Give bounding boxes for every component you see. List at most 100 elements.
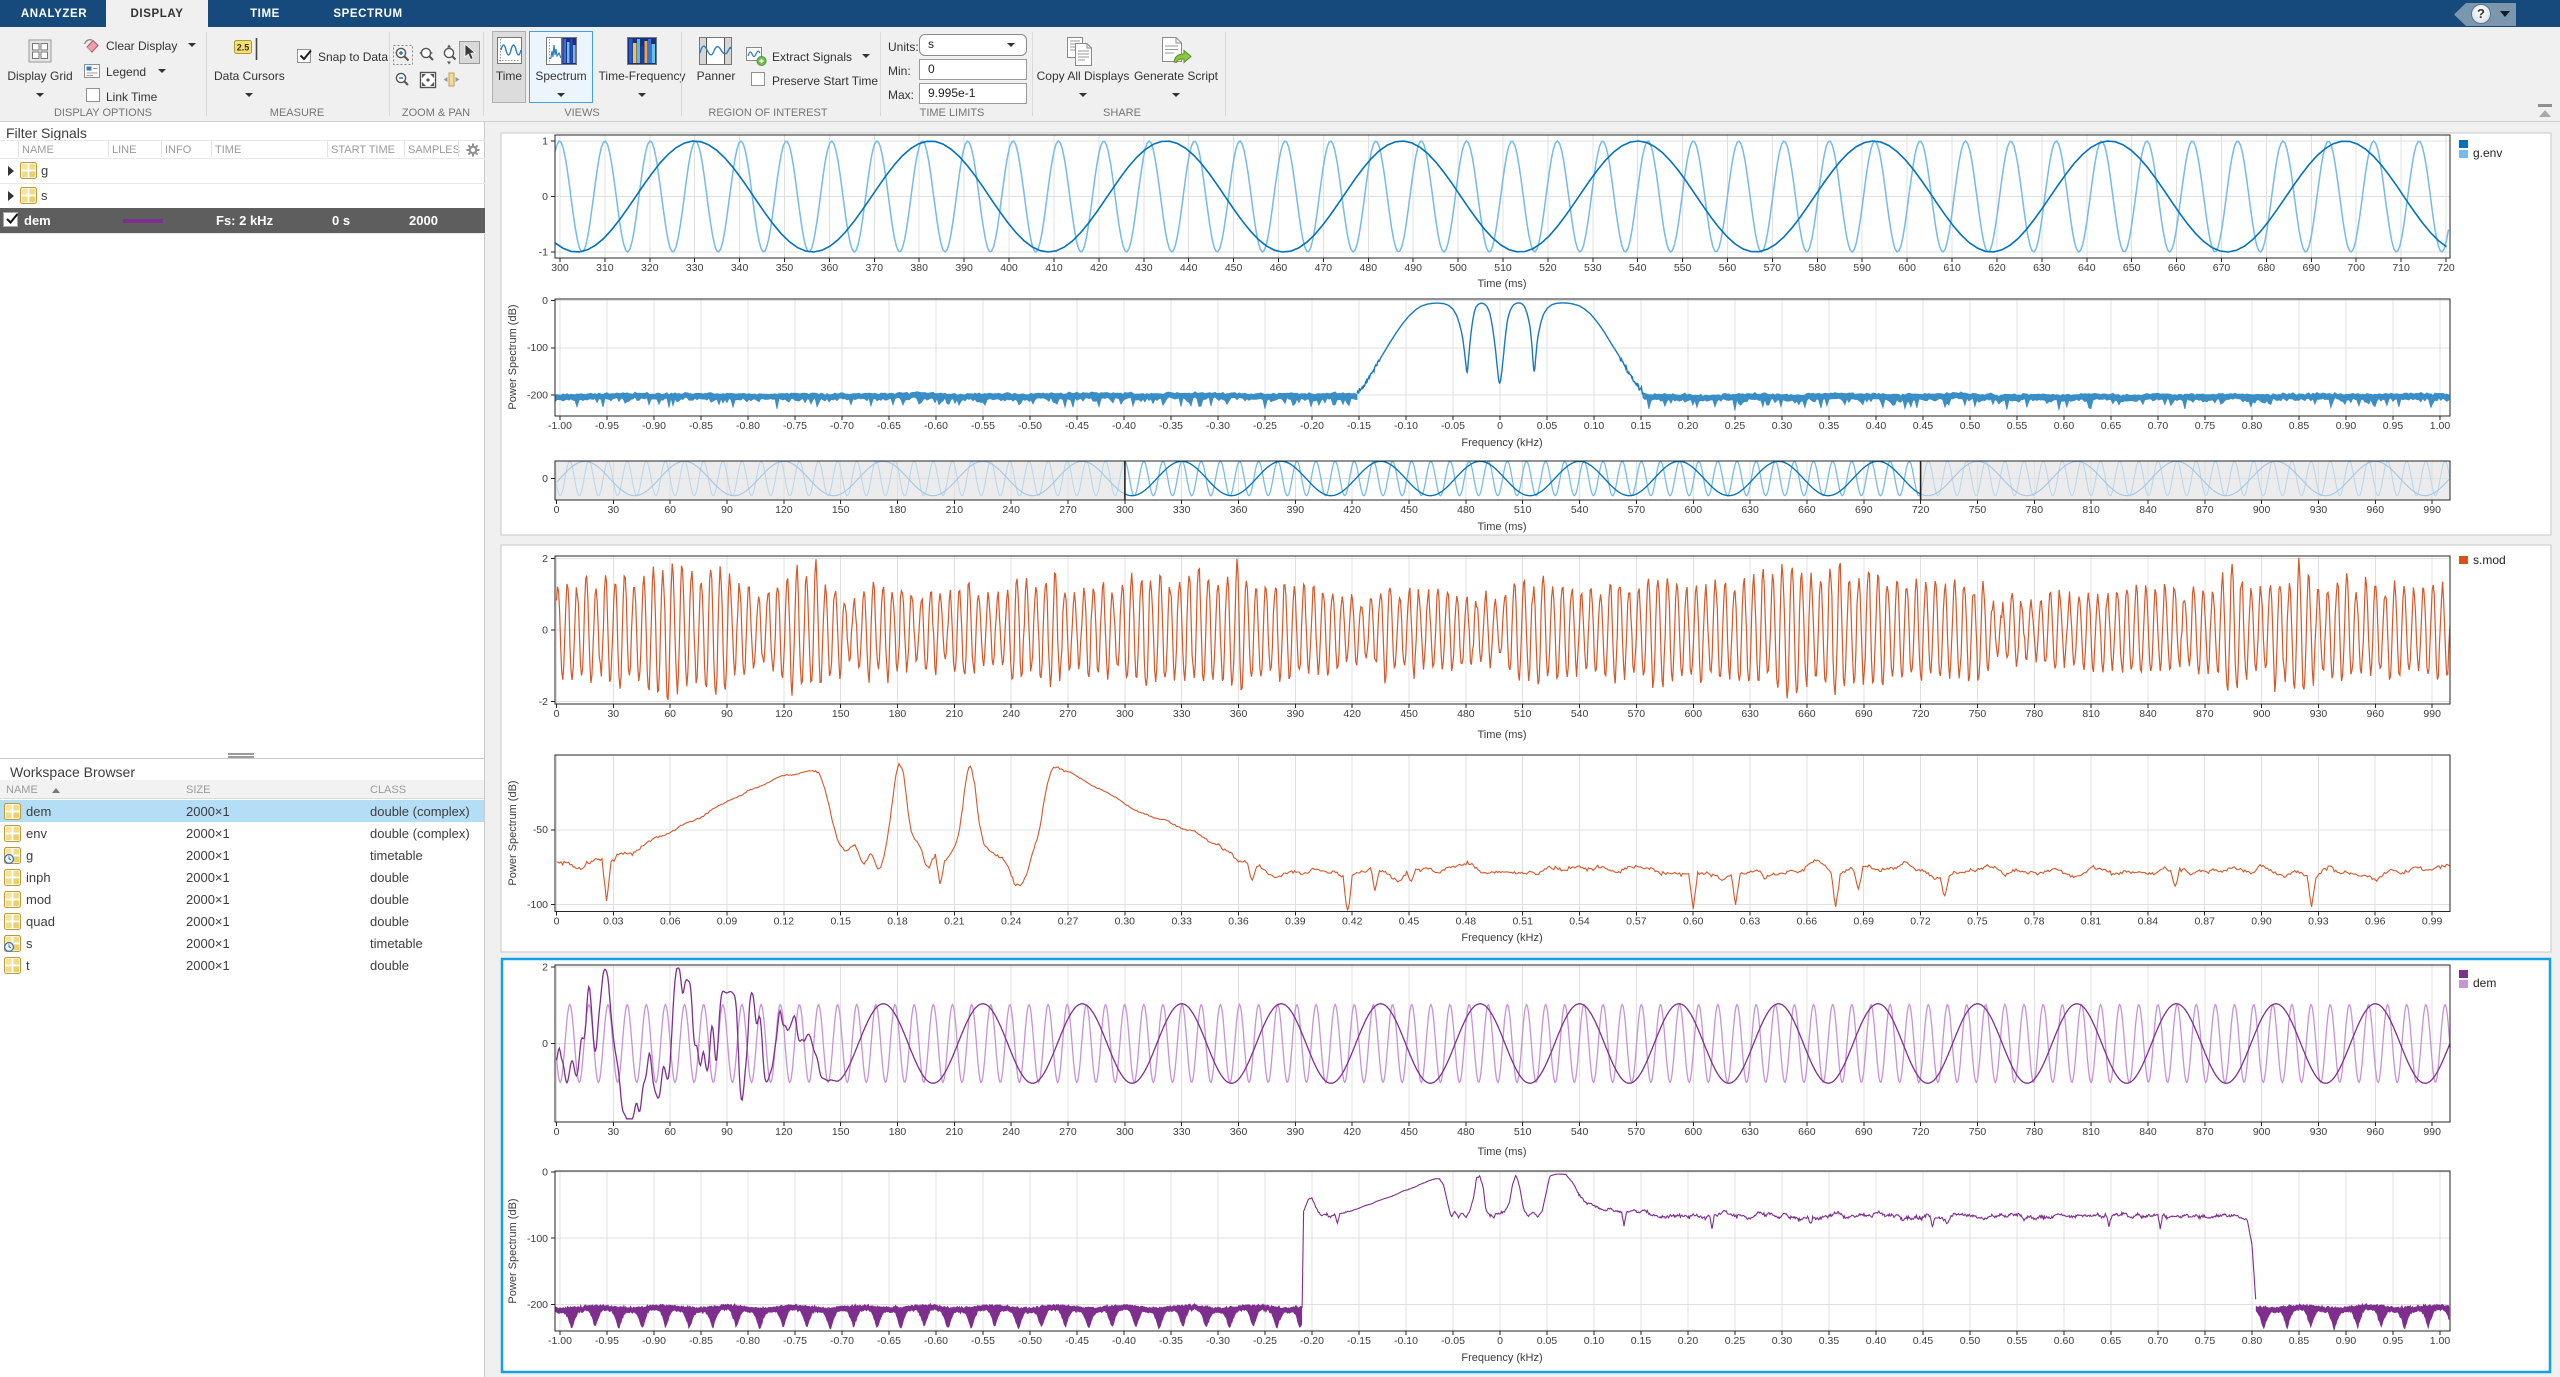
- svg-text:0.93: 0.93: [2308, 916, 2329, 928]
- svg-text:0.45: 0.45: [1399, 916, 1420, 928]
- svg-text:0.03: 0.03: [603, 916, 624, 928]
- svg-text:-0.45: -0.45: [1065, 420, 1089, 432]
- svg-text:90: 90: [721, 1126, 733, 1138]
- svg-text:-0.40: -0.40: [1112, 420, 1136, 432]
- svg-text:-0.30: -0.30: [1206, 1335, 1230, 1347]
- svg-text:0.54: 0.54: [1569, 916, 1590, 928]
- svg-text:270: 270: [1059, 708, 1077, 720]
- svg-text:Frequency (kHz): Frequency (kHz): [1461, 437, 1542, 449]
- svg-text:0.25: 0.25: [1725, 1335, 1746, 1347]
- svg-text:500: 500: [1449, 262, 1467, 274]
- svg-text:-0.20: -0.20: [1300, 1335, 1324, 1347]
- svg-text:370: 370: [866, 262, 884, 274]
- svg-text:-0.20: -0.20: [1300, 420, 1324, 432]
- svg-text:0.87: 0.87: [2194, 916, 2215, 928]
- svg-text:0: 0: [542, 1038, 548, 1050]
- svg-text:-0.60: -0.60: [924, 1335, 948, 1347]
- svg-text:120: 120: [775, 708, 793, 720]
- svg-text:-0.35: -0.35: [1159, 1335, 1183, 1347]
- svg-text:-0.40: -0.40: [1112, 1335, 1136, 1347]
- svg-text:0.27: 0.27: [1058, 916, 1079, 928]
- svg-text:420: 420: [1343, 708, 1361, 720]
- svg-text:870: 870: [2196, 504, 2214, 516]
- svg-text:300: 300: [1116, 708, 1134, 720]
- svg-text:-0.70: -0.70: [830, 1335, 854, 1347]
- svg-text:Power Spectrum (dB): Power Spectrum (dB): [507, 780, 519, 885]
- svg-text:120: 120: [775, 504, 793, 516]
- svg-text:450: 450: [1400, 708, 1418, 720]
- svg-text:360: 360: [1230, 1126, 1248, 1138]
- svg-text:360: 360: [1230, 504, 1248, 516]
- svg-text:560: 560: [1719, 262, 1737, 274]
- svg-text:0.72: 0.72: [1910, 916, 1931, 928]
- svg-text:360: 360: [1230, 708, 1248, 720]
- svg-text:0.55: 0.55: [2007, 420, 2028, 432]
- svg-text:-0.80: -0.80: [736, 420, 760, 432]
- svg-text:300: 300: [551, 262, 569, 274]
- svg-text:0.33: 0.33: [1171, 916, 1192, 928]
- svg-text:60: 60: [664, 1126, 676, 1138]
- svg-text:0.36: 0.36: [1228, 916, 1249, 928]
- svg-text:390: 390: [955, 262, 973, 274]
- svg-text:600: 600: [1898, 262, 1916, 274]
- svg-text:210: 210: [946, 1126, 964, 1138]
- svg-text:-0.95: -0.95: [595, 420, 619, 432]
- svg-text:150: 150: [832, 1126, 850, 1138]
- svg-text:630: 630: [2033, 262, 2051, 274]
- svg-text:0: 0: [542, 295, 548, 307]
- svg-text:0.90: 0.90: [2251, 916, 2272, 928]
- svg-text:450: 450: [1400, 1126, 1418, 1138]
- svg-text:590: 590: [1853, 262, 1871, 274]
- svg-text:460: 460: [1270, 262, 1288, 274]
- svg-text:550: 550: [1674, 262, 1692, 274]
- svg-text:0.09: 0.09: [717, 916, 738, 928]
- svg-text:180: 180: [889, 1126, 907, 1138]
- svg-text:630: 630: [1741, 504, 1759, 516]
- svg-text:0.15: 0.15: [1631, 420, 1652, 432]
- svg-text:510: 510: [1514, 1126, 1532, 1138]
- svg-text:900: 900: [2253, 708, 2271, 720]
- svg-text:dem: dem: [2473, 976, 2496, 990]
- svg-text:0.21: 0.21: [944, 916, 965, 928]
- svg-text:360: 360: [821, 262, 839, 274]
- svg-text:0.25: 0.25: [1725, 420, 1746, 432]
- svg-text:60: 60: [664, 708, 676, 720]
- svg-text:g.env: g.env: [2473, 146, 2502, 160]
- svg-text:0: 0: [554, 1126, 560, 1138]
- svg-text:-1: -1: [539, 247, 548, 259]
- svg-text:0.48: 0.48: [1456, 916, 1477, 928]
- svg-text:0.65: 0.65: [2101, 1335, 2122, 1347]
- svg-text:60: 60: [664, 504, 676, 516]
- svg-text:0.90: 0.90: [2336, 1335, 2357, 1347]
- svg-text:570: 570: [1628, 1126, 1646, 1138]
- svg-text:690: 690: [2303, 262, 2321, 274]
- svg-text:310: 310: [596, 262, 614, 274]
- svg-text:0.35: 0.35: [1819, 1335, 1840, 1347]
- svg-text:-0.65: -0.65: [877, 420, 901, 432]
- svg-text:390: 390: [1287, 1126, 1305, 1138]
- svg-text:420: 420: [1343, 504, 1361, 516]
- svg-text:-0.55: -0.55: [971, 420, 995, 432]
- svg-text:960: 960: [2367, 1126, 2385, 1138]
- svg-text:300: 300: [1116, 1126, 1134, 1138]
- svg-text:0.99: 0.99: [2422, 916, 2443, 928]
- svg-text:0.42: 0.42: [1342, 916, 1363, 928]
- svg-text:420: 420: [1343, 1126, 1361, 1138]
- svg-text:0.30: 0.30: [1772, 1335, 1793, 1347]
- svg-text:0: 0: [554, 916, 560, 928]
- svg-text:600: 600: [1685, 504, 1703, 516]
- svg-text:720: 720: [1912, 504, 1930, 516]
- svg-text:-200: -200: [527, 1299, 548, 1311]
- svg-text:780: 780: [2026, 504, 2044, 516]
- svg-text:2.5: 2.5: [237, 43, 250, 53]
- svg-text:0.75: 0.75: [1967, 916, 1988, 928]
- svg-text:0.45: 0.45: [1913, 420, 1934, 432]
- svg-text:30: 30: [607, 708, 619, 720]
- svg-text:0.50: 0.50: [1960, 1335, 1981, 1347]
- svg-text:840: 840: [2139, 504, 2157, 516]
- svg-text:0: 0: [542, 473, 548, 485]
- svg-text:350: 350: [776, 262, 794, 274]
- svg-text:270: 270: [1059, 504, 1077, 516]
- svg-text:0.63: 0.63: [1740, 916, 1761, 928]
- svg-text:600: 600: [1685, 708, 1703, 720]
